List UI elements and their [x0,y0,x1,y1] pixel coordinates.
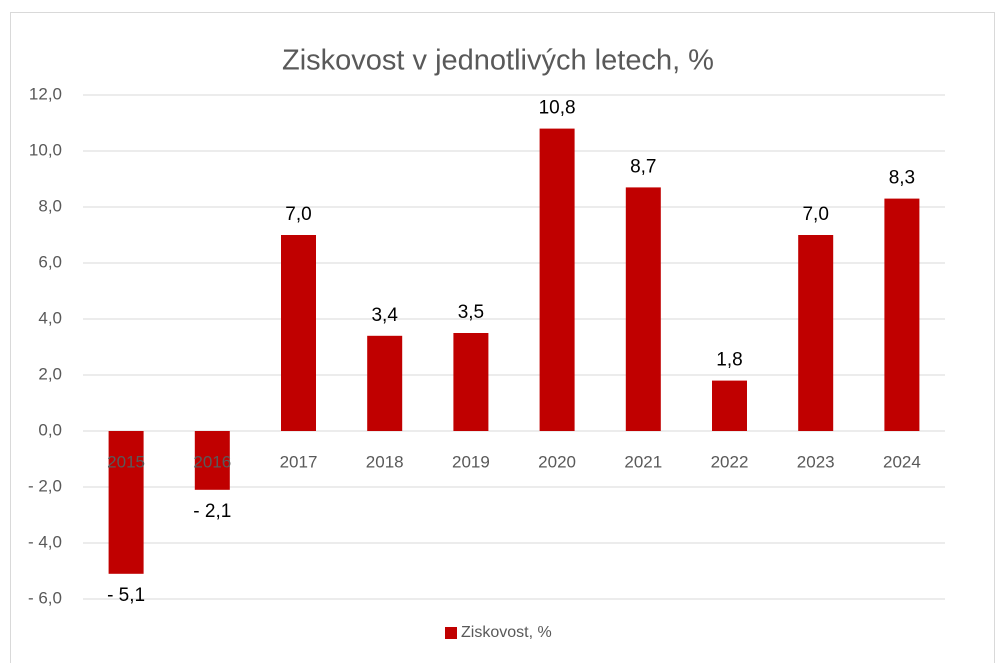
y-tick-label: 10,0 [29,140,62,159]
bar [194,431,230,490]
y-tick-label: - 4,0 [28,532,62,551]
data-label: 8,7 [630,156,656,177]
data-label: 7,0 [802,204,828,225]
bar [712,380,747,431]
data-label: - 2,1 [193,501,231,522]
y-tick-label: 4,0 [38,308,62,327]
bar [453,333,489,431]
data-label: 10,8 [539,98,576,119]
x-tick-label: 2018 [366,452,404,471]
y-tick-label: 6,0 [38,252,62,271]
data-label: 1,8 [716,350,742,371]
y-tick-label: 0,0 [38,420,62,439]
x-tick-label: 2017 [280,452,318,471]
data-label: - 5,1 [107,585,145,606]
data-label: 7,0 [285,204,311,225]
y-tick-label: 12,0 [29,84,62,103]
bar [625,187,661,431]
x-tick-label: 2023 [797,452,835,471]
x-tick-label: 2020 [538,452,576,471]
x-tick-label: 2022 [711,452,749,471]
bar [539,128,575,431]
bar [798,235,834,431]
y-tick-label: 2,0 [38,364,62,383]
legend-swatch [445,627,457,639]
x-tick-label: 2024 [883,452,921,471]
y-tick-label: - 2,0 [28,476,62,495]
y-tick-label: 8,0 [38,196,62,215]
bar [884,198,920,431]
bar [367,335,403,431]
data-label: 8,3 [889,168,915,189]
chart-title: Ziskovost v jednotlivých letech, % [282,45,714,77]
x-tick-label: 2021 [624,452,662,471]
chart-border [10,12,995,663]
bar [108,431,144,574]
data-label: 3,4 [371,305,398,326]
x-tick-label: 2015 [107,452,145,471]
legend-label: Ziskovost, % [461,624,552,641]
y-tick-label: - 6,0 [28,588,62,607]
x-tick-label: 2019 [452,452,490,471]
bar [281,235,316,431]
data-label: 3,5 [458,302,484,323]
x-tick-label: 2016 [193,452,231,471]
